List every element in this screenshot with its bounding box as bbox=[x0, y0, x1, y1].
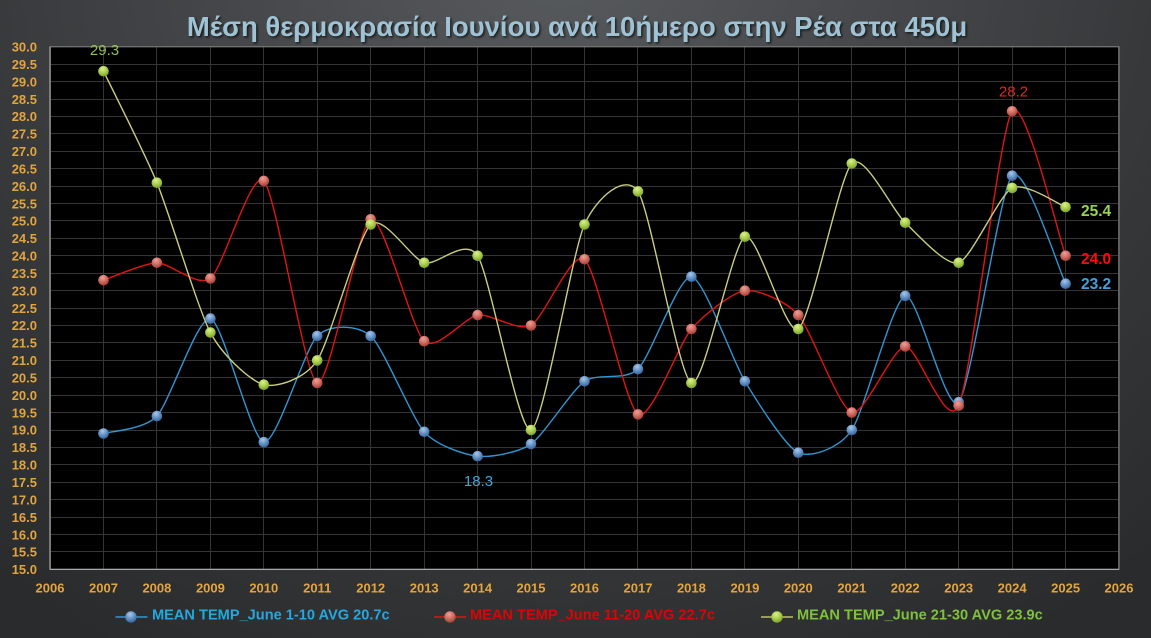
svg-text:20.5: 20.5 bbox=[12, 371, 37, 386]
svg-text:28.5: 28.5 bbox=[12, 92, 37, 107]
svg-text:28.0: 28.0 bbox=[12, 109, 37, 124]
svg-text:16.5: 16.5 bbox=[12, 510, 37, 525]
svg-text:2020: 2020 bbox=[784, 581, 813, 596]
svg-text:27.5: 27.5 bbox=[12, 127, 37, 142]
svg-text:MEAN TEMP_June 21-30 AVG 23.9c: MEAN TEMP_June 21-30 AVG 23.9c bbox=[797, 608, 1043, 624]
svg-text:20.0: 20.0 bbox=[12, 388, 37, 403]
svg-text:2011: 2011 bbox=[303, 581, 331, 596]
svg-text:17.5: 17.5 bbox=[12, 475, 37, 490]
svg-text:21.5: 21.5 bbox=[12, 336, 37, 351]
svg-text:22.5: 22.5 bbox=[12, 301, 37, 316]
svg-text:MEAN TEMP_June 11-20 AVG 22.7c: MEAN TEMP_June 11-20 AVG 22.7c bbox=[470, 608, 715, 624]
svg-text:24.0: 24.0 bbox=[1081, 251, 1111, 268]
svg-text:24.5: 24.5 bbox=[12, 231, 37, 246]
svg-text:2023: 2023 bbox=[944, 581, 973, 596]
svg-text:2021: 2021 bbox=[837, 581, 866, 596]
svg-text:15.5: 15.5 bbox=[12, 545, 37, 560]
svg-text:25.0: 25.0 bbox=[12, 214, 37, 229]
svg-text:MEAN TEMP_June 1-10 AVG 20.7c: MEAN TEMP_June 1-10 AVG 20.7c bbox=[152, 608, 390, 624]
svg-text:22.0: 22.0 bbox=[12, 318, 37, 333]
svg-text:2015: 2015 bbox=[517, 581, 546, 596]
svg-text:2006: 2006 bbox=[36, 581, 65, 596]
svg-text:Μέση θερμοκρασία Ιουνίου ανά 1: Μέση θερμοκρασία Ιουνίου ανά 10ήμερο στη… bbox=[187, 11, 967, 42]
svg-text:19.5: 19.5 bbox=[12, 405, 37, 420]
svg-text:25.5: 25.5 bbox=[12, 196, 37, 211]
svg-text:21.0: 21.0 bbox=[12, 353, 37, 368]
svg-text:26.0: 26.0 bbox=[12, 179, 37, 194]
svg-text:2018: 2018 bbox=[677, 581, 706, 596]
svg-text:2013: 2013 bbox=[410, 581, 439, 596]
svg-text:29.5: 29.5 bbox=[12, 57, 37, 72]
svg-text:27.0: 27.0 bbox=[12, 144, 37, 159]
svg-text:28.2: 28.2 bbox=[999, 84, 1028, 101]
svg-text:23.0: 23.0 bbox=[12, 283, 37, 298]
svg-text:26.5: 26.5 bbox=[12, 161, 37, 176]
svg-text:18.5: 18.5 bbox=[12, 440, 37, 455]
svg-text:2024: 2024 bbox=[998, 581, 1028, 596]
svg-text:2026: 2026 bbox=[1105, 581, 1134, 596]
svg-text:18.0: 18.0 bbox=[12, 458, 37, 473]
svg-text:2007: 2007 bbox=[89, 581, 118, 596]
svg-text:29.3: 29.3 bbox=[90, 42, 119, 59]
svg-text:16.0: 16.0 bbox=[12, 527, 37, 542]
svg-text:15.0: 15.0 bbox=[12, 562, 37, 577]
svg-text:2009: 2009 bbox=[196, 581, 225, 596]
svg-text:2025: 2025 bbox=[1051, 581, 1080, 596]
svg-text:18.3: 18.3 bbox=[464, 473, 493, 490]
svg-text:17.0: 17.0 bbox=[12, 492, 37, 507]
svg-text:2010: 2010 bbox=[249, 581, 278, 596]
svg-text:29.0: 29.0 bbox=[12, 74, 37, 89]
svg-text:19.0: 19.0 bbox=[12, 423, 37, 438]
svg-text:2022: 2022 bbox=[891, 581, 920, 596]
svg-text:23.5: 23.5 bbox=[12, 266, 37, 281]
svg-text:25.4: 25.4 bbox=[1081, 203, 1112, 220]
svg-text:23.2: 23.2 bbox=[1081, 276, 1111, 293]
svg-text:30.0: 30.0 bbox=[12, 40, 37, 55]
svg-text:2016: 2016 bbox=[570, 581, 599, 596]
svg-text:2014: 2014 bbox=[463, 581, 493, 596]
svg-text:2017: 2017 bbox=[624, 581, 653, 596]
svg-text:2019: 2019 bbox=[730, 581, 759, 596]
svg-text:24.0: 24.0 bbox=[12, 249, 37, 264]
svg-text:2012: 2012 bbox=[356, 581, 385, 596]
svg-text:2008: 2008 bbox=[142, 581, 171, 596]
